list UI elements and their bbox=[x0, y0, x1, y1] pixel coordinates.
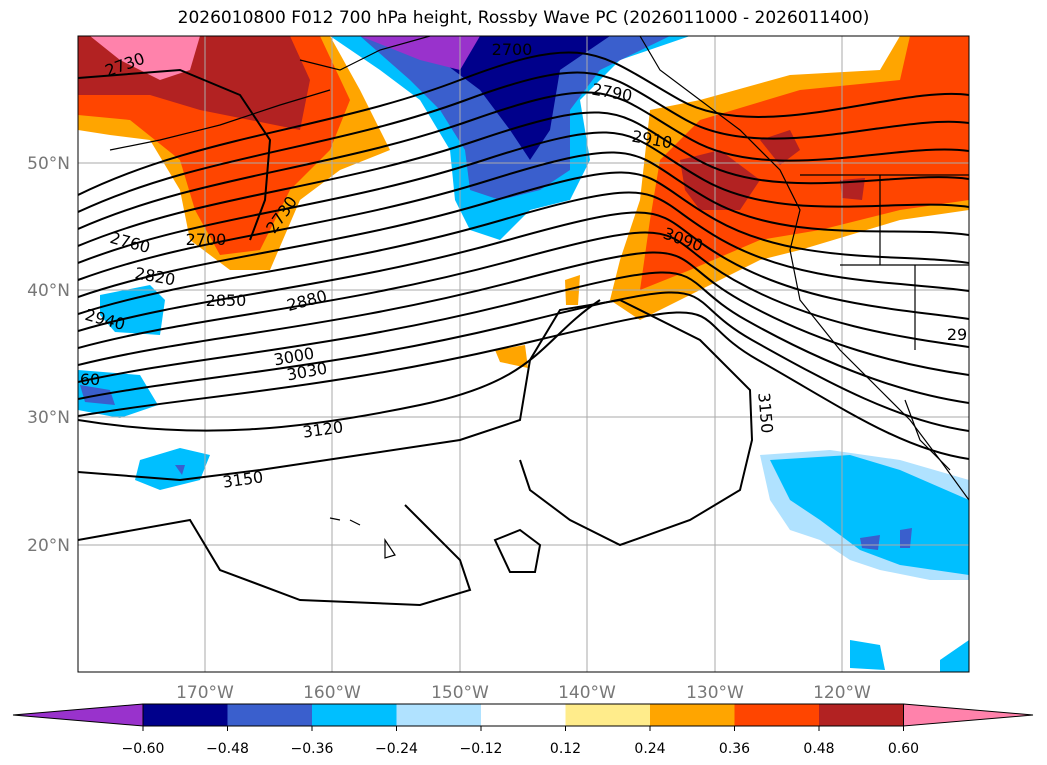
coastlines bbox=[109, 36, 969, 559]
height-contour bbox=[78, 291, 969, 432]
contour-label: 3150 bbox=[754, 392, 776, 434]
height-contours bbox=[78, 51, 969, 460]
lon-tick: 170°W bbox=[176, 683, 234, 703]
colorbar-segment bbox=[143, 704, 228, 726]
height-contour bbox=[78, 231, 969, 349]
colorbar-segment bbox=[734, 704, 820, 726]
latitude-ticks: 50°N 40°N 30°N 20°N bbox=[27, 154, 70, 556]
colorbar-segment bbox=[819, 704, 904, 726]
longitude-ticks: 170°W 160°W 150°W 140°W 130°W 120°W bbox=[176, 683, 871, 703]
height-contour bbox=[78, 111, 969, 247]
colorbar: −0.60 −0.48 −0.36 −0.24 −0.12 0.12 0.24 0.36 0.4… bbox=[12, 703, 1034, 757]
colorbar-label: −0.24 bbox=[375, 741, 418, 757]
colorbar-segment bbox=[227, 704, 313, 726]
colorbar-segment bbox=[650, 704, 735, 726]
height-contour bbox=[78, 211, 969, 332]
colorbar-label: 0.24 bbox=[634, 741, 665, 757]
contour-label: 2700 bbox=[492, 40, 533, 59]
colorbar-segment bbox=[396, 704, 482, 726]
lon-tick: 120°W bbox=[813, 683, 871, 703]
contour-label: 2700 bbox=[186, 230, 227, 249]
colorbar-label: 0.48 bbox=[803, 741, 834, 757]
lon-tick: 160°W bbox=[303, 683, 361, 703]
colorbar-label: 0.36 bbox=[719, 741, 750, 757]
contour-label: 29 bbox=[947, 325, 967, 344]
colorbar-label: −0.36 bbox=[291, 741, 334, 757]
contour-3150-closed bbox=[78, 298, 754, 547]
lat-tick: 20°N bbox=[27, 536, 70, 556]
lon-tick: 130°W bbox=[686, 683, 744, 703]
height-contour bbox=[78, 311, 969, 460]
height-contour bbox=[78, 91, 969, 230]
height-contour bbox=[78, 299, 601, 432]
lon-tick: 150°W bbox=[431, 683, 489, 703]
height-contour bbox=[78, 271, 969, 404]
height-contour bbox=[78, 251, 969, 376]
colorbar-label: −0.12 bbox=[460, 741, 503, 757]
height-contour bbox=[78, 51, 969, 196]
colorbar-label: −0.60 bbox=[122, 741, 165, 757]
height-contour bbox=[78, 151, 969, 281]
colorbar-label: 0.12 bbox=[550, 741, 581, 757]
colorbar-segment bbox=[565, 704, 651, 726]
map-title: 2026010800 F012 700 hPa height, Rossby W… bbox=[177, 8, 870, 28]
contour-label: 60 bbox=[80, 370, 100, 389]
lat-tick: 30°N bbox=[27, 408, 70, 428]
height-contour bbox=[78, 191, 969, 315]
height-contour bbox=[78, 171, 969, 298]
colorbar-segment bbox=[312, 704, 397, 726]
lat-tick: 50°N bbox=[27, 154, 70, 174]
colorbar-extend-low bbox=[12, 703, 144, 727]
contour-label: 2850 bbox=[206, 291, 247, 310]
lat-tick: 40°N bbox=[27, 281, 70, 301]
colorbar-extend-high bbox=[903, 703, 1034, 727]
lon-tick: 140°W bbox=[558, 683, 616, 703]
height-contour bbox=[78, 71, 969, 213]
colorbar-segment bbox=[481, 704, 566, 726]
colorbar-label: 0.60 bbox=[888, 741, 919, 757]
height-contour bbox=[78, 131, 969, 264]
colorbar-label: −0.48 bbox=[206, 741, 249, 757]
